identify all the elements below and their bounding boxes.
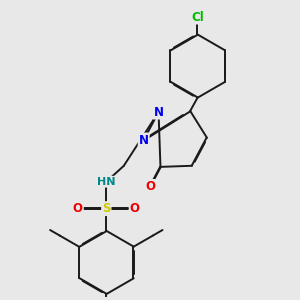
Text: N: N	[139, 134, 149, 146]
Text: HN: HN	[97, 177, 116, 187]
Text: O: O	[130, 202, 140, 215]
Text: S: S	[102, 202, 111, 215]
Text: Cl: Cl	[191, 11, 204, 23]
Text: O: O	[73, 202, 83, 215]
Text: O: O	[145, 180, 155, 193]
Text: N: N	[154, 106, 164, 118]
